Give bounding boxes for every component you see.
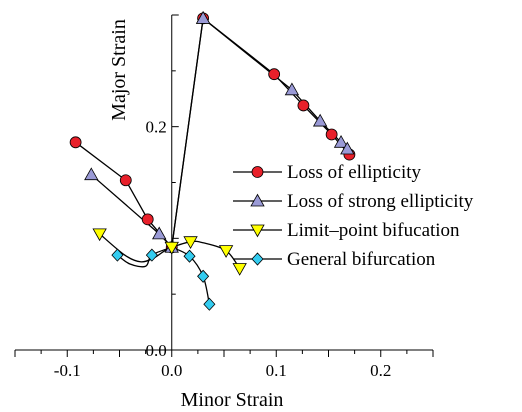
legend-marker	[250, 224, 265, 238]
data-point-circle	[268, 68, 281, 81]
data-point-triangle-down	[164, 241, 179, 255]
y-tick-label: 0.2	[146, 118, 167, 137]
legend-label: Loss of strong ellipticity	[287, 191, 474, 212]
legend: Loss of ellipticity Loss of strong ellipt…	[233, 162, 474, 270]
series-line-2	[171, 240, 241, 269]
data-point-triangle-up	[340, 141, 355, 155]
data-point-triangle-up	[284, 82, 300, 96]
y-tick-label: 0.0	[146, 341, 167, 360]
data-point-diamond	[197, 269, 210, 283]
data-point-triangle-down	[92, 228, 107, 242]
data-point-triangle-up	[84, 167, 99, 181]
data-point-triangle-down	[183, 236, 198, 249]
data-point-triangle-down	[218, 245, 234, 258]
data-point-triangle-up	[333, 134, 349, 148]
data-point-diamond	[145, 248, 158, 262]
legend-label: Loss of ellipticity	[287, 162, 422, 183]
legend-label: Limit–point bifucation	[287, 220, 460, 241]
data-point-diamond	[183, 249, 196, 263]
data-point-circle	[69, 136, 82, 149]
x-tick-label: -0.1	[54, 361, 81, 380]
data-point-diamond	[203, 297, 216, 311]
series-line-2	[99, 233, 173, 263]
series-line-1	[171, 17, 348, 248]
plot-area	[69, 11, 356, 311]
series-line-3	[117, 246, 172, 268]
data-point-triangle-down	[232, 263, 247, 276]
data-point-circle	[325, 128, 338, 141]
data-point-triangle-up	[312, 113, 328, 127]
legend-marker	[251, 166, 264, 178]
data-point-diamond	[111, 248, 124, 262]
legend-marker	[250, 193, 265, 207]
x-tick-label: 0.0	[161, 361, 182, 380]
data-point-circle	[297, 99, 310, 112]
data-point-triangle-up	[152, 226, 167, 240]
x-tick-label: 0.1	[266, 361, 287, 380]
series-line-3	[171, 246, 211, 305]
data-point-apex	[195, 11, 211, 24]
legend-marker	[251, 252, 264, 266]
legend-label: General bifurcation	[287, 249, 436, 270]
data-point-circle	[141, 213, 154, 226]
data-point-circle	[119, 174, 132, 187]
x-axis-label: Minor Strain	[181, 389, 284, 411]
y-axis-label: Major Strain	[108, 19, 130, 121]
x-tick-label: 0.2	[370, 361, 391, 380]
axes: -0.1 0.0 0.1 0.2 0.0 0.2	[14, 14, 434, 380]
